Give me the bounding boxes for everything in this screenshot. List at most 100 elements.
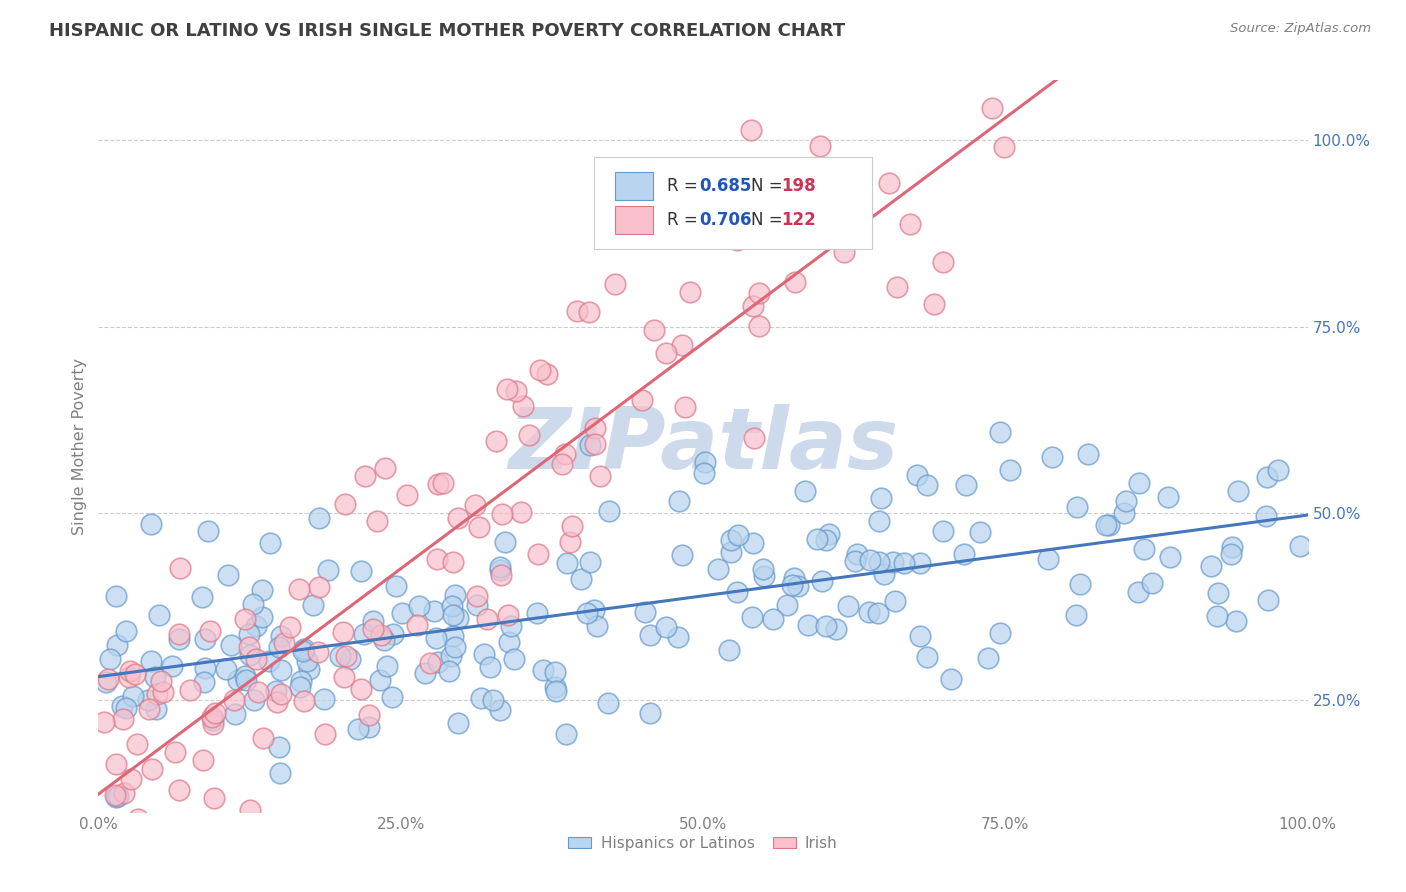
Point xyxy=(127,812,149,826)
Point xyxy=(720,203,742,218)
Point xyxy=(1112,506,1135,520)
Point xyxy=(531,663,554,677)
Text: N =: N = xyxy=(751,211,789,229)
Point xyxy=(446,610,468,624)
Point xyxy=(141,516,163,531)
Point xyxy=(139,842,162,856)
Point xyxy=(259,654,281,668)
Point xyxy=(1159,550,1181,565)
Point xyxy=(432,475,454,490)
Point xyxy=(859,553,882,567)
Point xyxy=(391,606,413,620)
Point xyxy=(1040,450,1063,464)
Point xyxy=(107,789,129,803)
Point xyxy=(204,706,226,720)
Point xyxy=(381,690,404,705)
Text: 198: 198 xyxy=(782,177,817,194)
Point xyxy=(479,660,502,674)
Point xyxy=(301,598,323,612)
Point xyxy=(194,660,217,674)
Point xyxy=(1064,608,1087,623)
Point xyxy=(1128,476,1150,491)
Point xyxy=(693,467,716,481)
Point xyxy=(720,533,742,548)
Point xyxy=(266,695,288,709)
Point xyxy=(915,650,938,665)
Point xyxy=(725,585,748,599)
Point xyxy=(526,547,548,561)
Point xyxy=(465,590,488,604)
Point xyxy=(292,694,315,708)
Point xyxy=(219,638,242,652)
Point xyxy=(143,670,166,684)
Point xyxy=(94,674,117,689)
Point xyxy=(717,643,740,657)
Point xyxy=(269,765,291,780)
Point xyxy=(269,640,291,654)
Point xyxy=(329,648,352,663)
Point xyxy=(339,651,361,665)
Point xyxy=(194,632,217,646)
Point xyxy=(273,636,295,650)
Point xyxy=(1257,592,1279,607)
Point xyxy=(529,363,551,377)
Point xyxy=(741,610,763,624)
Point xyxy=(882,555,904,569)
Point xyxy=(441,599,464,614)
Point xyxy=(179,682,201,697)
Point xyxy=(671,338,693,352)
Point xyxy=(191,753,214,767)
Point xyxy=(374,461,396,475)
Point xyxy=(797,618,820,632)
Point xyxy=(169,561,191,575)
Point xyxy=(505,384,527,398)
Point xyxy=(333,498,356,512)
Point xyxy=(512,399,534,413)
Text: 0.685: 0.685 xyxy=(699,177,752,194)
Point xyxy=(1227,484,1250,499)
Point xyxy=(742,430,765,444)
Point xyxy=(97,672,120,686)
Point xyxy=(509,505,531,519)
Point xyxy=(307,645,329,659)
Point xyxy=(125,737,148,751)
Point xyxy=(638,706,661,721)
Point xyxy=(783,571,806,585)
Point xyxy=(292,644,315,658)
Point xyxy=(868,514,890,528)
Point xyxy=(668,630,690,644)
Point xyxy=(141,655,163,669)
Point xyxy=(470,691,492,706)
Point xyxy=(408,599,430,614)
Point xyxy=(443,588,465,602)
Point xyxy=(361,614,384,628)
Point xyxy=(201,713,224,727)
Point xyxy=(567,304,589,318)
Point xyxy=(558,535,581,549)
Point xyxy=(806,532,828,546)
Point xyxy=(252,731,274,746)
Text: 122: 122 xyxy=(782,211,817,229)
Point xyxy=(243,692,266,706)
Point xyxy=(832,244,855,259)
Point xyxy=(288,680,311,694)
Point xyxy=(94,840,117,855)
Point xyxy=(808,139,831,153)
Point xyxy=(233,612,256,626)
Point xyxy=(910,557,932,571)
Point xyxy=(576,606,599,620)
Point xyxy=(603,277,626,291)
Point xyxy=(752,568,775,582)
Point xyxy=(485,434,508,448)
Point xyxy=(1115,493,1137,508)
Point xyxy=(350,682,373,697)
Point xyxy=(224,707,246,722)
Point xyxy=(583,421,606,435)
Point xyxy=(239,803,262,817)
Point xyxy=(1199,559,1222,574)
Point xyxy=(554,447,576,461)
Point xyxy=(598,504,620,518)
Text: HISPANIC OR LATINO VS IRISH SINGLE MOTHER POVERTY CORRELATION CHART: HISPANIC OR LATINO VS IRISH SINGLE MOTHE… xyxy=(49,22,845,40)
Point xyxy=(347,722,370,736)
Point xyxy=(104,756,127,771)
